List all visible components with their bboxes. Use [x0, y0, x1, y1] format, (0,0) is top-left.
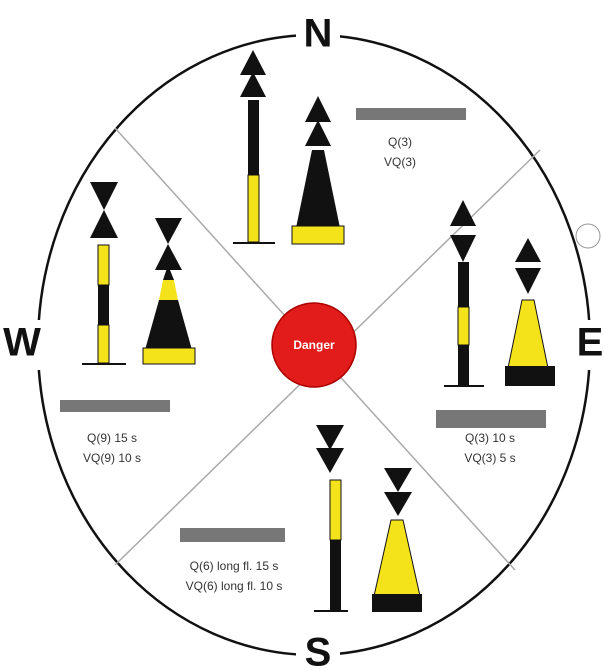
north-rhythm: Q(3)	[388, 135, 412, 149]
danger-label: Danger	[293, 338, 335, 352]
east-label: E	[577, 321, 604, 365]
east-rhythm: Q(3) 10 s	[465, 431, 515, 445]
north-rhythm: VQ(3)	[384, 155, 416, 169]
west-rhythm: VQ(9) 10 s	[83, 451, 141, 465]
south-rhythm: VQ(6) long fl. 10 s	[186, 579, 283, 593]
north-label: N	[304, 12, 333, 56]
south-rhythm: Q(6) long fl. 15 s	[190, 559, 279, 573]
cardinal-marks-diagram: N E S W Danger Q(3) VQ(3) Q(9) 15 s VQ(9…	[0, 0, 604, 671]
south-label: S	[305, 631, 332, 671]
page: {"compass":{"north":"N","east":"E","sout…	[0, 0, 604, 671]
west-rhythm: Q(9) 15 s	[87, 431, 137, 445]
west-label: W	[3, 321, 41, 365]
east-rhythm: VQ(3) 5 s	[464, 451, 515, 465]
